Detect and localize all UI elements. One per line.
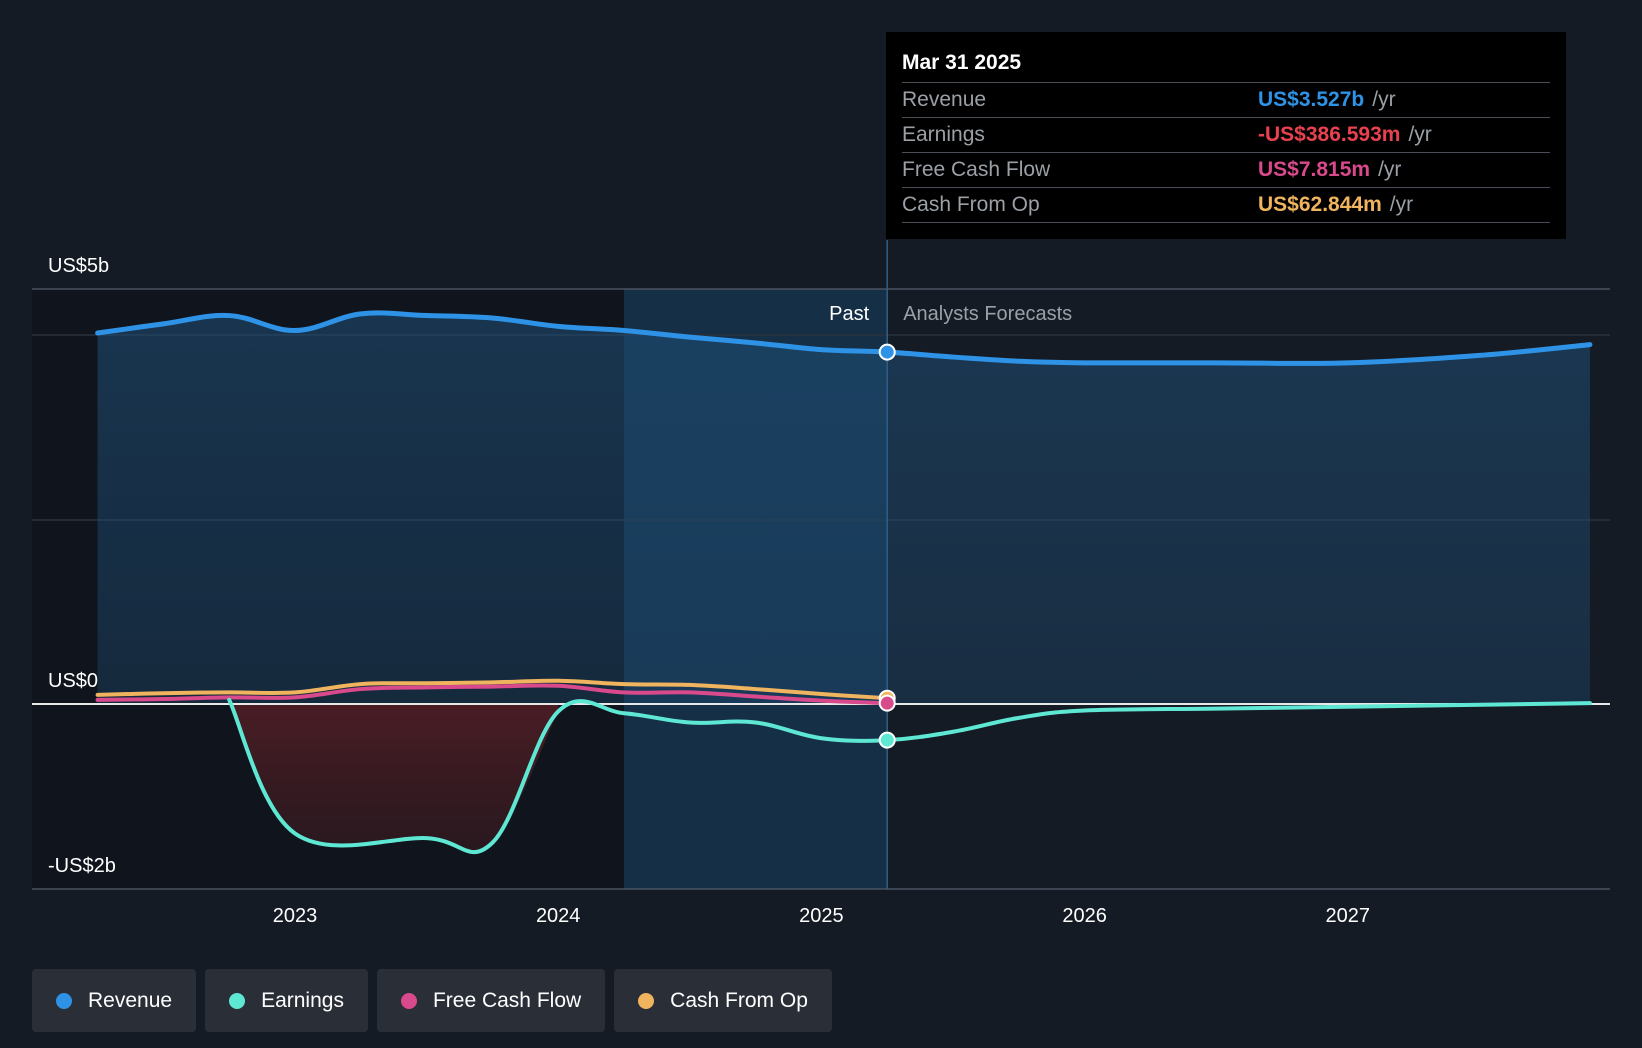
tooltip-unit: /yr: [1389, 193, 1414, 216]
y-axis-label-zero: US$0: [48, 670, 98, 692]
tooltip-label: Free Cash Flow: [902, 158, 1051, 181]
legend-label: Earnings: [261, 988, 344, 1012]
legend-dot-icon: [400, 992, 417, 1009]
earnings-negative-area: [229, 699, 559, 853]
legend-label: Revenue: [88, 988, 173, 1012]
tooltip-value: US$7.815m: [1258, 158, 1371, 181]
hover-tooltip: Mar 31 2025 Revenue US$3.527b /yr Earnin…: [886, 32, 1566, 239]
series-line-revenue: [95, 310, 1593, 366]
legend-dot-icon: [229, 992, 246, 1009]
tooltip-unit: /yr: [1372, 88, 1396, 111]
tooltip-unit: /yr: [1378, 158, 1402, 181]
series-line-free-cash-flow: [95, 683, 890, 706]
tooltip-row-earnings: Earnings -US$386.593m /yr: [902, 117, 1550, 152]
tooltip-unit: /yr: [1408, 123, 1432, 146]
marker-revenue[interactable]: [878, 343, 896, 361]
marker-free-cash-flow[interactable]: [878, 694, 896, 712]
tooltip-value: US$62.844m: [1258, 193, 1382, 216]
tooltip-label: Cash From Op: [902, 193, 1040, 216]
tooltip-label: Earnings: [902, 123, 985, 146]
forecast-label: Analysts Forecasts: [903, 303, 1072, 325]
x-tick-label: 2026: [1062, 905, 1107, 927]
revenue-area: [97, 312, 1590, 704]
x-tick-label: 2025: [799, 905, 844, 927]
x-tick-label: 2024: [536, 905, 581, 927]
tooltip-row-cash-from-op: Cash From Op US$62.844m /yr: [902, 187, 1550, 223]
tooltip-label: Revenue: [902, 88, 987, 111]
y-axis-label-bottom: -US$2b: [48, 855, 116, 877]
series-line-earnings: [227, 697, 1592, 855]
tooltip-value: -US$386.593m: [1258, 123, 1401, 146]
chart-legend: Revenue Earnings Free Cash Flow Cash Fro…: [32, 969, 832, 1032]
tooltip-row-revenue: Revenue US$3.527b /yr: [902, 82, 1550, 117]
series-line-cash-from-op: [95, 678, 890, 701]
x-tick-label: 2027: [1326, 905, 1371, 927]
legend-item-revenue[interactable]: Revenue: [32, 969, 197, 1032]
legend-item-earnings[interactable]: Earnings: [205, 969, 368, 1032]
legend-dot-icon: [638, 992, 655, 1009]
tooltip-value: US$3.527b: [1258, 88, 1365, 111]
x-tick-label: 2023: [273, 905, 318, 927]
tooltip-row-free-cash-flow: Free Cash Flow US$7.815m /yr: [902, 152, 1550, 187]
y-axis-label-top: US$5b: [48, 255, 109, 277]
legend-dot-icon: [56, 992, 72, 1009]
legend-label: Free Cash Flow: [432, 988, 582, 1012]
legend-label: Cash From Op: [670, 988, 808, 1012]
marker-earnings[interactable]: [878, 731, 896, 749]
past-label: Past: [829, 303, 869, 325]
legend-item-free-cash-flow[interactable]: Free Cash Flow: [376, 969, 606, 1032]
tooltip-date: Mar 31 2025: [902, 51, 1022, 74]
legend-item-cash-from-op[interactable]: Cash From Op: [614, 969, 832, 1032]
